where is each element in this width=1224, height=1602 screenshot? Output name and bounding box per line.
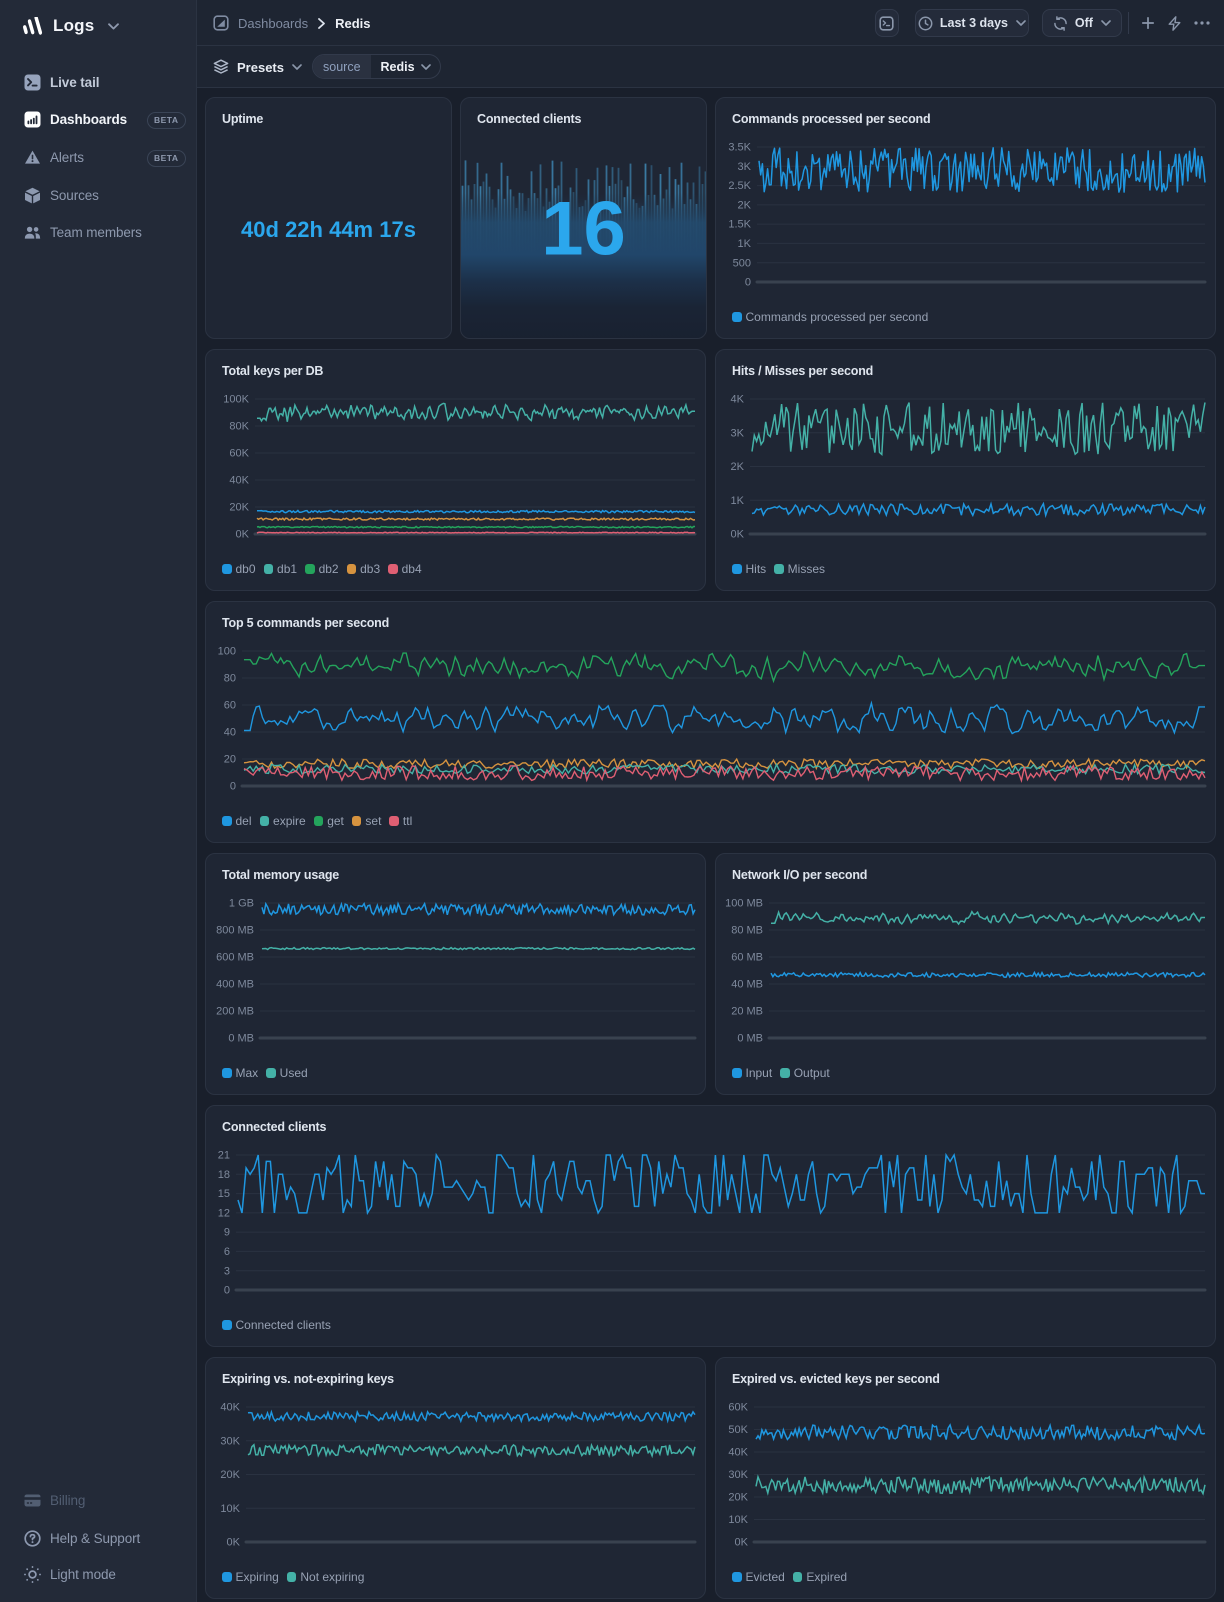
svg-text:0K: 0K xyxy=(735,1537,749,1549)
svg-text:400 MB: 400 MB xyxy=(216,979,254,991)
svg-text:1K: 1K xyxy=(731,495,745,507)
svg-text:60K: 60K xyxy=(229,448,249,460)
svg-text:1K: 1K xyxy=(738,238,752,250)
svg-text:50K: 50K xyxy=(728,1424,748,1436)
svg-text:0K: 0K xyxy=(731,529,745,541)
svg-text:2.5K: 2.5K xyxy=(728,180,751,192)
svg-text:60K: 60K xyxy=(728,1402,748,1414)
svg-text:3.5K: 3.5K xyxy=(728,142,751,154)
svg-text:0: 0 xyxy=(745,277,751,289)
svg-text:20K: 20K xyxy=(220,1469,240,1481)
svg-text:9: 9 xyxy=(224,1227,230,1239)
svg-text:0 MB: 0 MB xyxy=(228,1033,254,1045)
svg-text:0K: 0K xyxy=(236,529,250,541)
svg-text:0: 0 xyxy=(230,781,236,793)
svg-text:20: 20 xyxy=(224,754,236,766)
svg-text:40K: 40K xyxy=(229,475,249,487)
svg-text:1.5K: 1.5K xyxy=(728,219,751,231)
svg-text:40 MB: 40 MB xyxy=(731,979,763,991)
svg-text:10K: 10K xyxy=(728,1514,748,1526)
svg-text:21: 21 xyxy=(218,1150,230,1162)
svg-text:40: 40 xyxy=(224,727,236,739)
svg-text:800 MB: 800 MB xyxy=(216,925,254,937)
svg-text:60: 60 xyxy=(224,700,236,712)
svg-text:15: 15 xyxy=(218,1188,230,1200)
svg-text:3K: 3K xyxy=(738,161,752,173)
svg-text:18: 18 xyxy=(218,1169,230,1181)
svg-text:500: 500 xyxy=(733,257,751,269)
svg-text:1 GB: 1 GB xyxy=(229,898,254,910)
svg-text:2K: 2K xyxy=(731,461,745,473)
svg-text:4K: 4K xyxy=(731,394,745,406)
svg-text:6: 6 xyxy=(224,1246,230,1258)
svg-text:40K: 40K xyxy=(728,1447,748,1459)
svg-text:0: 0 xyxy=(224,1285,230,1297)
svg-text:30K: 30K xyxy=(220,1435,240,1447)
svg-text:3K: 3K xyxy=(731,427,745,439)
svg-text:20K: 20K xyxy=(229,502,249,514)
svg-text:2K: 2K xyxy=(738,200,752,212)
svg-text:10K: 10K xyxy=(220,1503,240,1515)
svg-text:100: 100 xyxy=(218,646,236,658)
svg-text:0K: 0K xyxy=(227,1537,241,1549)
svg-text:12: 12 xyxy=(218,1208,230,1220)
svg-text:80: 80 xyxy=(224,673,236,685)
svg-text:3: 3 xyxy=(224,1265,230,1277)
svg-text:0 MB: 0 MB xyxy=(737,1033,763,1045)
svg-text:60 MB: 60 MB xyxy=(731,952,763,964)
svg-text:20 MB: 20 MB xyxy=(731,1006,763,1018)
svg-text:100K: 100K xyxy=(223,394,249,406)
svg-text:80K: 80K xyxy=(229,421,249,433)
svg-text:30K: 30K xyxy=(728,1469,748,1481)
svg-text:600 MB: 600 MB xyxy=(216,952,254,964)
svg-text:40K: 40K xyxy=(220,1402,240,1414)
svg-text:20K: 20K xyxy=(728,1492,748,1504)
svg-text:100 MB: 100 MB xyxy=(725,898,763,910)
svg-text:80 MB: 80 MB xyxy=(731,925,763,937)
svg-text:200 MB: 200 MB xyxy=(216,1006,254,1018)
